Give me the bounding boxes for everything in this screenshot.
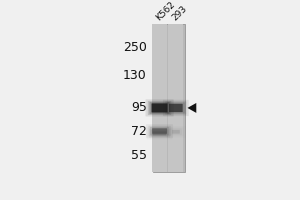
Text: 72: 72: [131, 125, 147, 138]
FancyBboxPatch shape: [163, 100, 189, 116]
FancyBboxPatch shape: [146, 124, 173, 138]
Text: 293: 293: [171, 4, 189, 22]
Text: 55: 55: [131, 149, 147, 162]
FancyBboxPatch shape: [151, 130, 169, 137]
Text: K562: K562: [154, 0, 177, 22]
Text: 95: 95: [131, 101, 147, 114]
Bar: [168, 24, 183, 172]
FancyBboxPatch shape: [170, 129, 182, 135]
FancyBboxPatch shape: [150, 127, 169, 135]
FancyBboxPatch shape: [146, 99, 174, 116]
Polygon shape: [188, 103, 196, 113]
FancyBboxPatch shape: [165, 101, 186, 115]
FancyBboxPatch shape: [149, 129, 170, 138]
FancyBboxPatch shape: [149, 102, 170, 114]
FancyBboxPatch shape: [169, 104, 183, 112]
Text: 250: 250: [123, 41, 147, 54]
FancyBboxPatch shape: [152, 103, 168, 112]
FancyBboxPatch shape: [148, 101, 171, 115]
Text: 130: 130: [123, 69, 147, 82]
FancyBboxPatch shape: [148, 126, 171, 136]
FancyBboxPatch shape: [153, 131, 166, 135]
FancyBboxPatch shape: [152, 128, 167, 134]
FancyBboxPatch shape: [167, 102, 185, 113]
Bar: [153, 24, 185, 172]
FancyBboxPatch shape: [172, 130, 180, 134]
Bar: [152, 24, 167, 172]
